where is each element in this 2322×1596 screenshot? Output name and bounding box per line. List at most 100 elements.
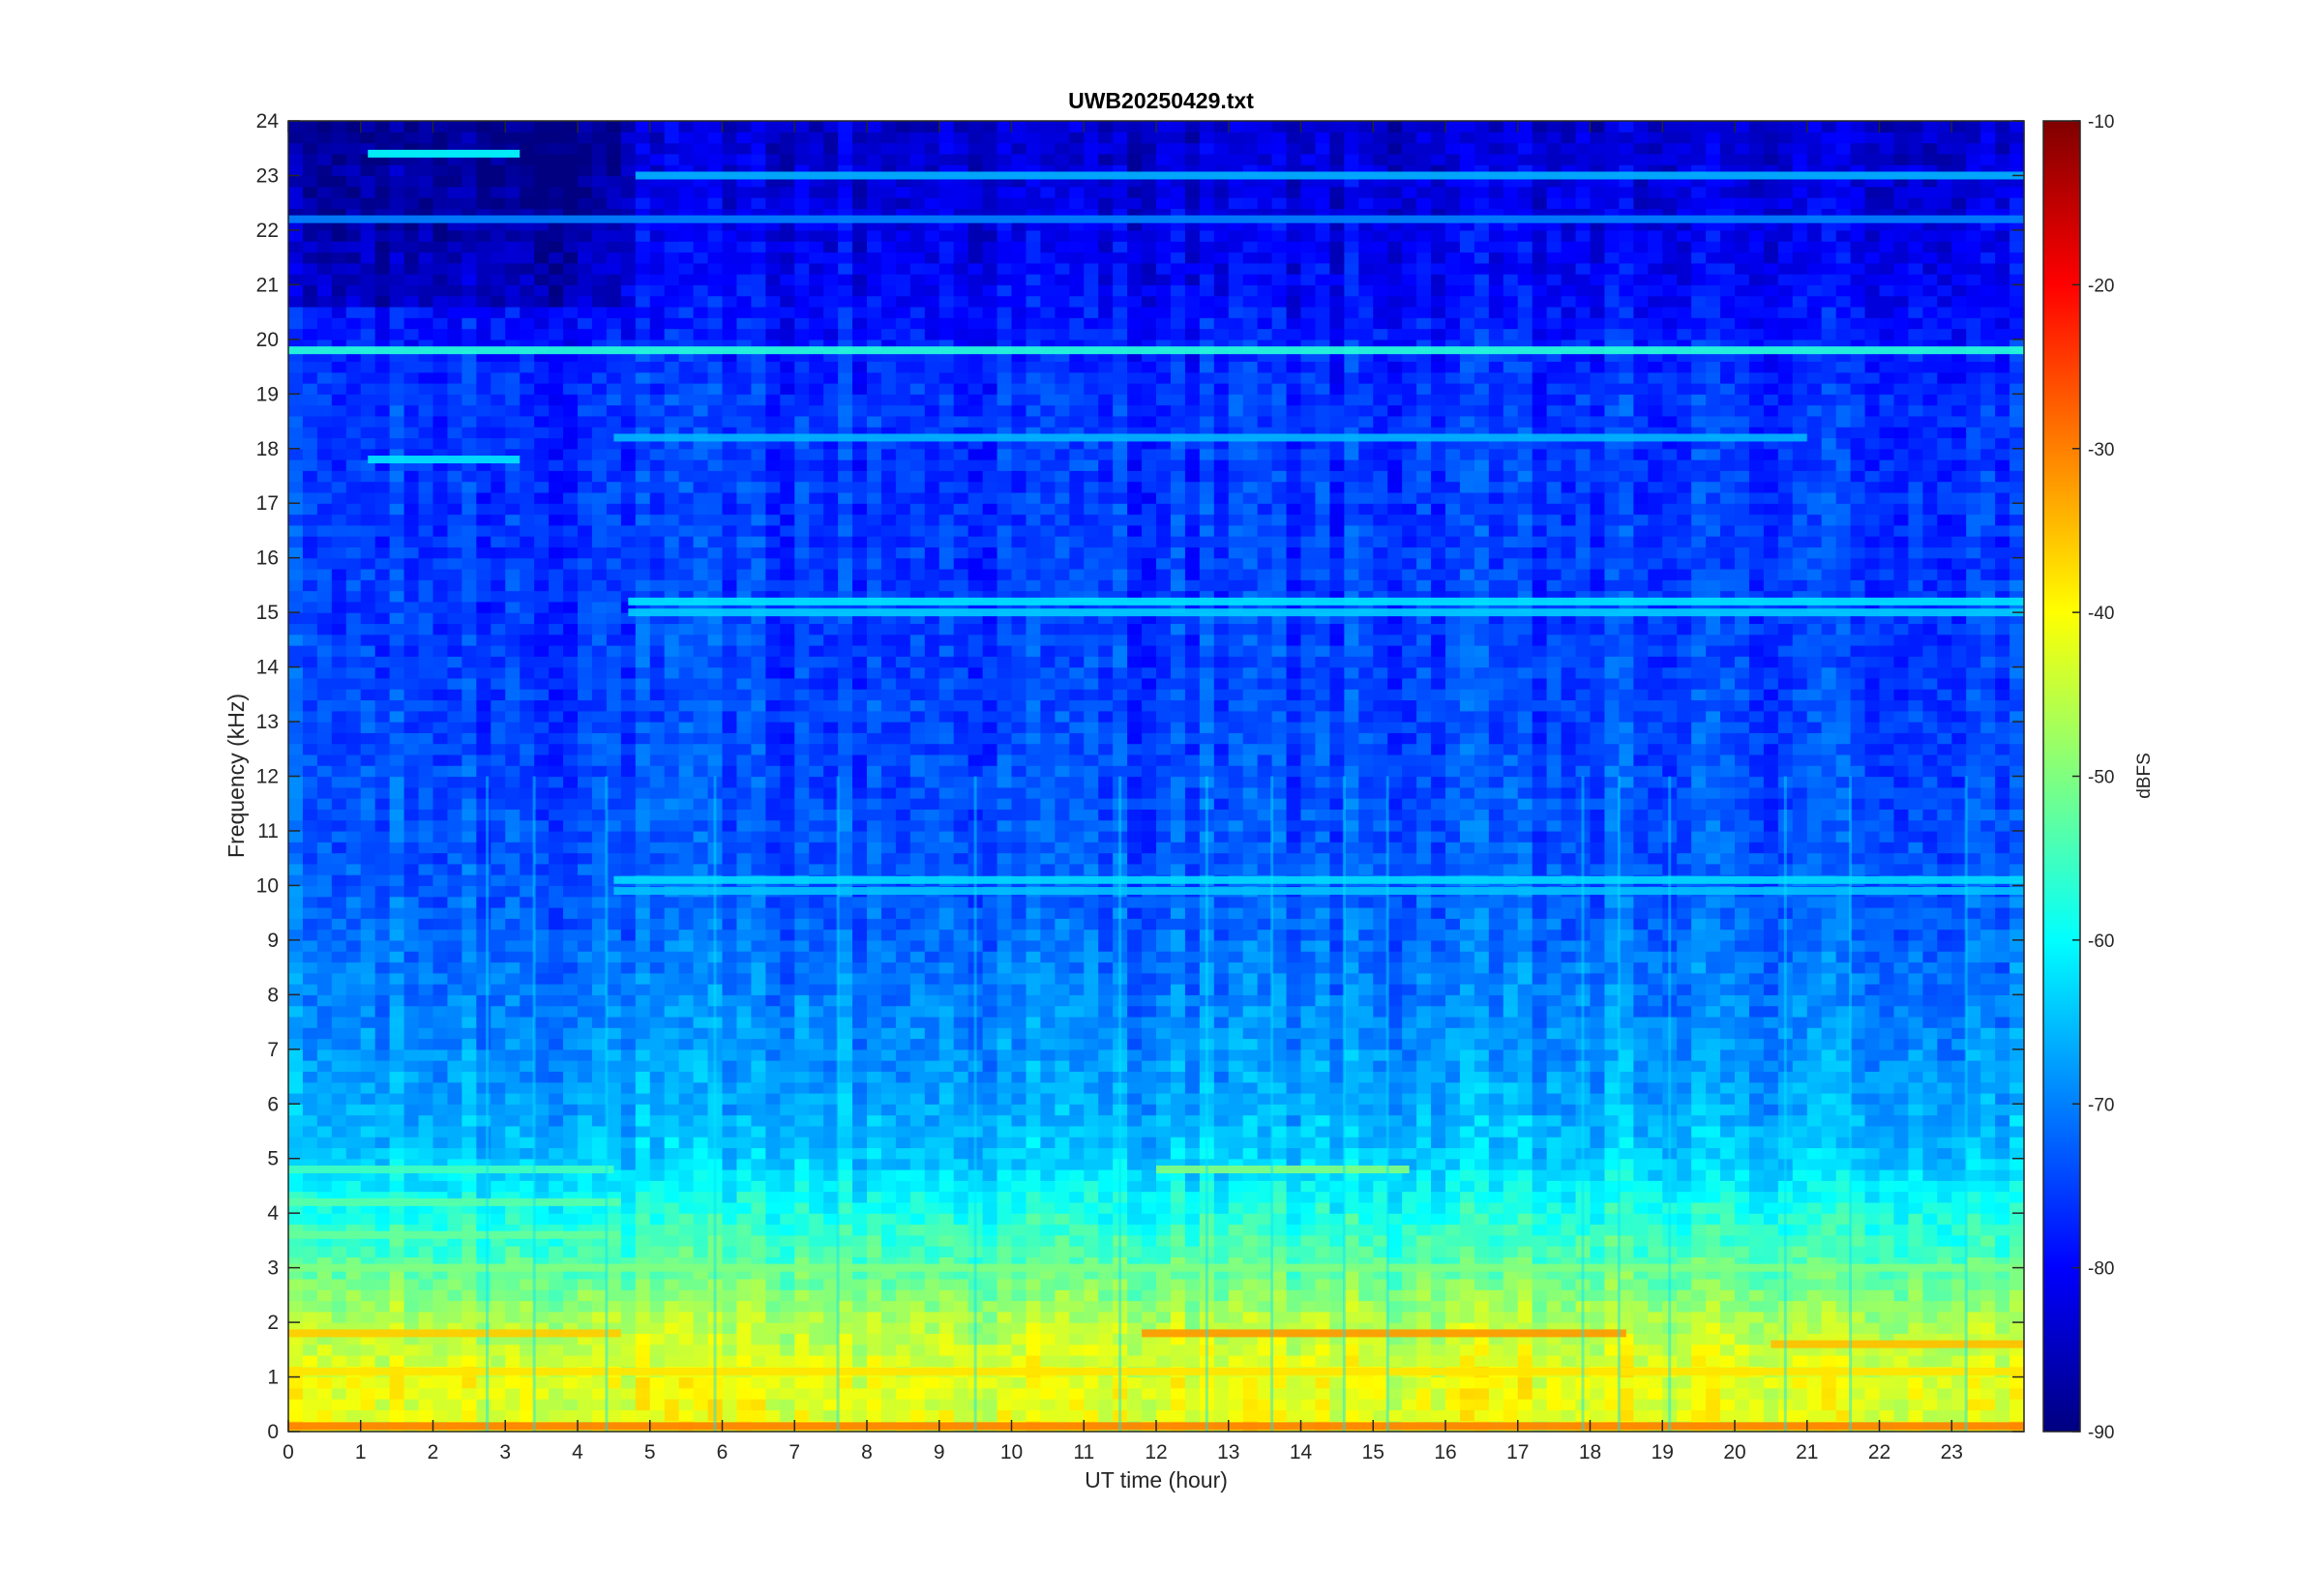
heatmap-cell	[1503, 1081, 1519, 1094]
heatmap-cell	[1170, 1081, 1186, 1094]
heatmap-cell	[1488, 994, 1504, 1007]
heatmap-cell	[953, 1169, 969, 1181]
heatmap-cell	[1691, 1125, 1707, 1138]
heatmap-cell	[880, 1201, 897, 1214]
heatmap-cell	[1040, 1300, 1056, 1313]
heatmap-cell	[997, 1333, 1013, 1345]
heatmap-cell	[1184, 1224, 1201, 1236]
heatmap-cell	[809, 1234, 824, 1247]
heatmap-cell	[1763, 1005, 1779, 1018]
heatmap-cell	[1517, 1201, 1533, 1214]
heatmap-cell	[1402, 1300, 1417, 1313]
heatmap-cell	[620, 1005, 637, 1018]
heatmap-cell	[1532, 1060, 1548, 1072]
heatmap-cell	[1677, 1376, 1692, 1389]
heatmap-cell	[1026, 1125, 1041, 1138]
heatmap-cell	[1706, 1256, 1721, 1269]
heatmap-cell	[1806, 1060, 1823, 1072]
heatmap-cell	[852, 972, 868, 985]
heatmap-cell	[838, 984, 853, 995]
heatmap-cell	[1257, 1038, 1273, 1050]
heatmap-cell	[1864, 1191, 1881, 1203]
heatmap-cell	[288, 1311, 304, 1323]
heatmap-cell	[809, 1104, 824, 1116]
heatmap-cell	[563, 1158, 579, 1170]
heatmap-cell	[678, 1081, 695, 1094]
heatmap-cell	[1821, 1071, 1837, 1083]
heatmap-cell	[418, 1071, 434, 1083]
heatmap-cell	[606, 1081, 622, 1094]
heatmap-cell	[447, 984, 462, 995]
heatmap-cell	[707, 1125, 724, 1138]
heatmap-cell	[823, 1376, 839, 1389]
heatmap-cell	[331, 1409, 347, 1422]
heatmap-cell	[1532, 1234, 1548, 1247]
heatmap-cell	[1184, 972, 1201, 985]
heatmap-cell	[982, 1049, 998, 1061]
heatmap-cell	[418, 984, 434, 995]
heatmap-cell	[809, 1311, 824, 1323]
heatmap-cell	[1720, 1180, 1736, 1193]
heatmap-cell	[1387, 1038, 1403, 1050]
heatmap-cell	[736, 1376, 752, 1389]
heatmap-cell	[1170, 1038, 1186, 1050]
heatmap-cell	[909, 1147, 926, 1160]
heatmap-cell	[1055, 1333, 1070, 1345]
heatmap-cell	[1677, 1387, 1692, 1400]
heatmap-cell	[1431, 1300, 1446, 1313]
heatmap-cell	[1315, 1071, 1330, 1083]
heatmap-cell	[1792, 1409, 1808, 1422]
heatmap-cell	[1184, 1311, 1201, 1323]
heatmap-cell	[591, 1180, 608, 1193]
heatmap-cell	[1922, 1104, 1938, 1116]
heatmap-cell	[1402, 1005, 1417, 1018]
heatmap-cell	[1937, 1409, 1952, 1422]
heatmap-cell	[1344, 1300, 1359, 1313]
heatmap-cell	[997, 1114, 1013, 1127]
heatmap-cell	[403, 1125, 420, 1138]
heatmap-cell	[1648, 1005, 1663, 1018]
heatmap-cell	[1575, 1267, 1592, 1280]
heatmap-cell	[1271, 1213, 1288, 1226]
heatmap-cell	[1546, 1246, 1563, 1257]
heatmap-cell	[1257, 1201, 1273, 1214]
heatmap-cell	[1864, 1201, 1881, 1214]
heatmap-cell	[1011, 984, 1027, 995]
heatmap-cell	[924, 1311, 940, 1323]
heatmap-cell	[838, 1387, 853, 1400]
heatmap-cell	[1488, 1289, 1504, 1302]
heatmap-cell	[1011, 1191, 1027, 1203]
heatmap-cell	[1677, 1180, 1692, 1193]
heatmap-cell	[1445, 1399, 1461, 1411]
heatmap-cell	[389, 1256, 405, 1269]
heatmap-cell	[1937, 1213, 1952, 1226]
heatmap-cell	[867, 1125, 882, 1138]
heatmap-cell	[1619, 1027, 1634, 1040]
heatmap-cell	[1344, 1246, 1359, 1257]
heatmap-cell	[1213, 994, 1230, 1007]
heatmap-cell	[1373, 1256, 1388, 1269]
heatmap-cell	[1806, 1399, 1823, 1411]
heatmap-cell	[1488, 1333, 1504, 1345]
heatmap-cell	[968, 1246, 984, 1257]
heatmap-cell	[1966, 1071, 1981, 1083]
heatmap-cell	[505, 1147, 521, 1160]
heatmap-cell	[1677, 1256, 1692, 1269]
heatmap-cell	[1170, 1311, 1186, 1323]
heatmap-cell	[1777, 1081, 1794, 1094]
heatmap-cell	[693, 1289, 709, 1302]
heatmap-cell	[924, 1147, 940, 1160]
heatmap-cell	[1937, 1180, 1952, 1193]
heatmap-cell	[1199, 1300, 1215, 1313]
heatmap-cell	[635, 1409, 651, 1422]
heatmap-cell	[1777, 1104, 1794, 1116]
heatmap-cell	[736, 972, 752, 985]
heatmap-cell	[1271, 1387, 1288, 1400]
heatmap-cell	[736, 1354, 752, 1367]
heatmap-cell	[1199, 1081, 1215, 1094]
heatmap-cell	[1763, 1027, 1779, 1040]
heatmap-cell	[1286, 1289, 1302, 1302]
heatmap-cell	[591, 1081, 608, 1094]
heatmap-cell	[1735, 1038, 1750, 1050]
heatmap-cell	[1373, 1267, 1388, 1280]
